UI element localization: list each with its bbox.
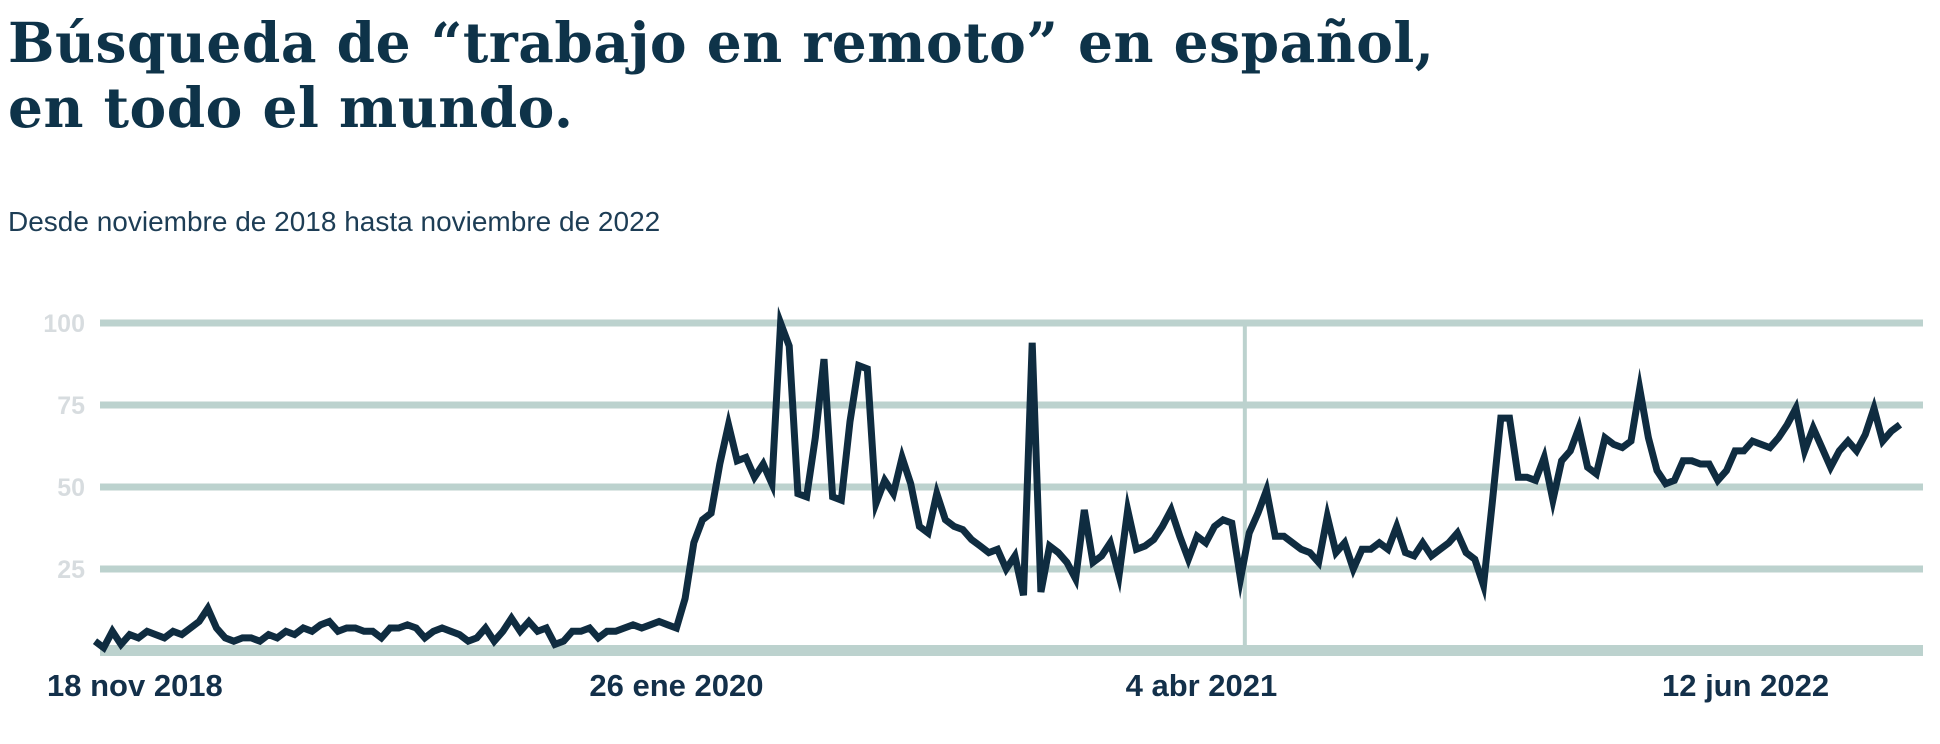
x-axis-baseline — [100, 645, 1923, 656]
horizontal-gridlines — [100, 319, 1923, 573]
vertical-reference-line — [1242, 323, 1247, 645]
chart-title-line2: en todo el mundo. — [8, 75, 574, 140]
chart-subtitle: Desde noviembre de 2018 hasta noviembre … — [8, 206, 661, 237]
y-axis-label: 25 — [57, 556, 85, 584]
y-axis-label: 100 — [43, 310, 85, 338]
y-axis-label: 75 — [57, 392, 85, 420]
gridline — [100, 483, 1923, 491]
search-interest-line — [92, 306, 1903, 653]
gridline — [100, 401, 1923, 409]
gridline — [100, 565, 1923, 573]
gridline — [100, 319, 1923, 327]
y-axis-tick-labels: 100 75 50 25 — [43, 310, 85, 584]
chart-title-line1: Búsqueda de “trabajo en remoto” en españ… — [8, 10, 1435, 75]
y-axis-label: 50 — [57, 474, 85, 502]
chart-title: Búsqueda de “trabajo en remoto” en españ… — [8, 10, 1508, 140]
